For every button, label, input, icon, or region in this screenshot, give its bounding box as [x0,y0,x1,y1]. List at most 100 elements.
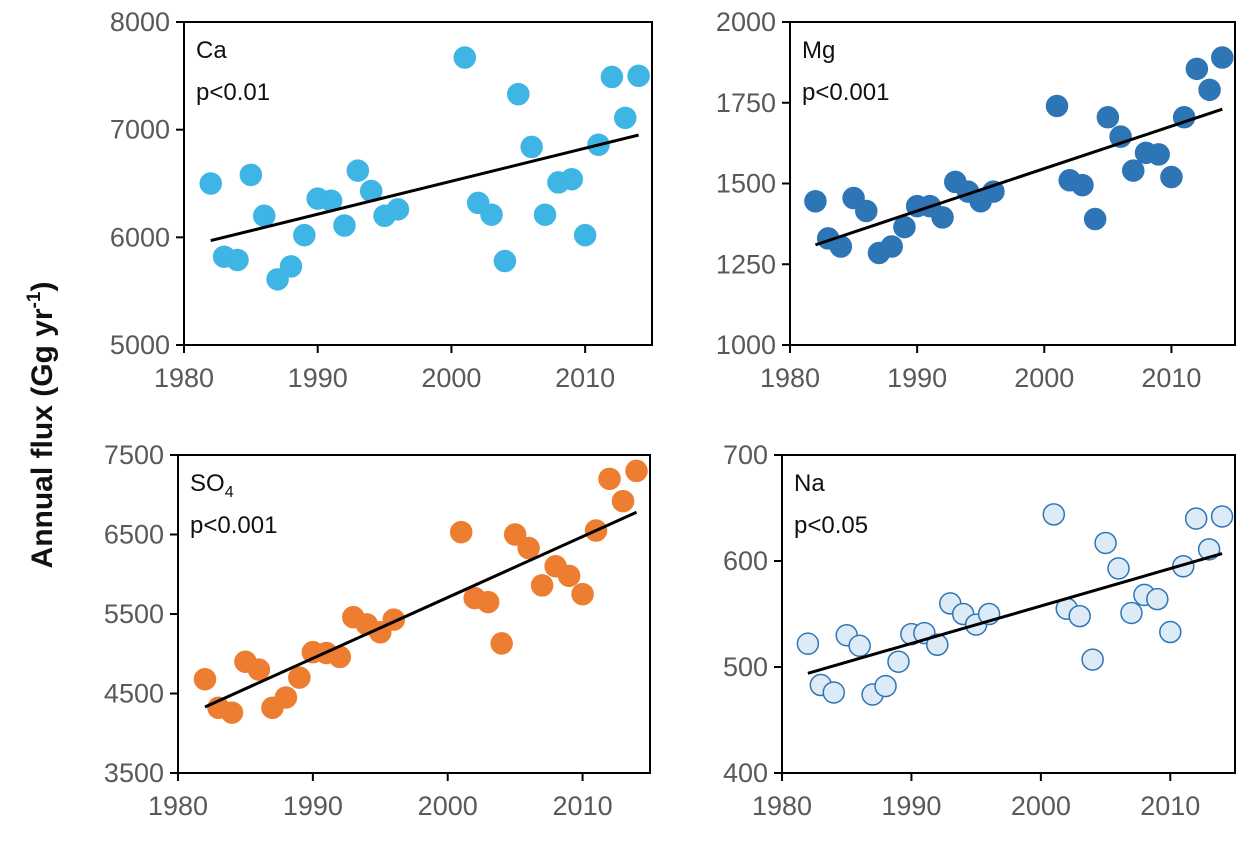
data-point [893,215,916,239]
y-tick-label: 6500 [104,520,164,550]
data-point [386,198,410,221]
data-point [274,686,298,709]
data-point [627,64,650,88]
x-tick-label: 2000 [1011,791,1071,821]
data-point [507,82,530,106]
p-value-label: p<0.001 [190,512,277,539]
data-point [530,574,554,597]
trend-line [210,133,639,243]
data-point [1081,648,1104,671]
panel-ca: 5000 6000 7000 8000 1980 1990 2000 2010 Ca p<0.01 [110,7,653,393]
data-point [1094,531,1117,555]
data-point [614,106,637,130]
data-point [1045,94,1069,118]
data-point [226,248,249,272]
x-tick-label: 2010 [1141,363,1201,393]
data-point [453,46,477,69]
data-point [288,666,311,689]
p-value-label: p<0.001 [802,79,889,106]
data-point [598,467,621,491]
x-tick-label: 1980 [760,363,820,393]
y-tick-label: 6000 [110,222,170,252]
y-tick-label: 3500 [104,758,164,788]
data-point [855,199,878,223]
panel-mg: 1000 1250 1500 1750 2000 1980 1990 2000 2010 Mg p<… [716,7,1236,393]
data-point [490,632,513,655]
data-point [1185,57,1209,81]
data-point [1210,505,1234,528]
x-tick-label: 2010 [555,363,615,393]
data-point [1042,503,1066,526]
y-tick-label: 7000 [110,115,170,145]
x-tick-label: 1990 [288,363,348,393]
data-point [796,632,820,655]
data-point [571,582,594,606]
data-point [1107,557,1130,580]
data-point [239,163,263,187]
data-point [293,223,316,247]
data-point [804,190,827,213]
element-label: Na [794,470,825,497]
x-tick-label: 1980 [154,363,214,393]
x-tick-label: 1990 [283,791,343,821]
x-tick-label: 2000 [421,363,481,393]
y-tick-label: 5000 [110,330,170,360]
data-point [1159,620,1182,644]
panel-group: 5000 6000 7000 8000 1980 1990 2000 2010 Ca p<0.01… [104,7,1236,821]
y-axis-label-superscript: -1 [24,291,45,308]
data-point [493,249,517,273]
y-axis-label-close: ) [26,282,59,292]
data-point [1198,78,1221,102]
y-axis-label: Annual flux (Gg yr-1) [24,282,59,569]
data-point [1211,46,1234,69]
data-point [1122,159,1145,182]
data-point [1147,143,1170,166]
p-value-label: p<0.05 [794,512,868,539]
plot-frame [183,21,653,346]
x-tick-label: 2000 [418,791,478,821]
data-point [193,667,217,691]
data-point [1068,604,1091,628]
y-tick-label: 600 [723,546,768,576]
data-point [887,650,910,673]
panel-na: 400 500 600 700 1980 1990 2000 2010 Na p<0.05 [723,440,1236,821]
y-tick-label: 1000 [716,330,776,360]
data-point [199,172,222,195]
data-point [449,520,473,544]
data-point [1184,507,1208,530]
data-point [880,235,903,258]
data-point [346,159,370,182]
plot-frame [781,454,1236,774]
data-point [517,536,540,560]
data-point [476,590,500,614]
data-point [625,459,648,483]
data-point [822,681,846,704]
y-tick-label: 700 [723,440,768,470]
data-point [480,203,503,226]
data-point [1120,601,1143,625]
y-tick-label: 1250 [716,249,776,279]
element-label: SO4 [190,470,234,501]
data-point [252,204,276,228]
data-point [600,65,624,89]
y-tick-label: 4500 [104,679,164,709]
data-point [1096,106,1120,129]
trend-line [814,107,1223,247]
data-point [220,701,244,724]
data-point [848,634,871,658]
data-point [560,167,584,191]
data-point [503,523,527,546]
y-tick-label: 500 [723,652,768,682]
x-tick-label: 1980 [148,791,208,821]
data-point [611,489,635,513]
data-point [1160,165,1183,189]
data-point [573,223,597,247]
x-tick-label: 2010 [553,791,613,821]
data-point [1083,207,1107,231]
y-tick-label: 400 [723,758,768,788]
data-point [279,255,303,278]
y-tick-label: 7500 [104,440,164,470]
y-tick-label: 2000 [716,7,776,37]
y-tick-label: 1750 [716,88,776,118]
